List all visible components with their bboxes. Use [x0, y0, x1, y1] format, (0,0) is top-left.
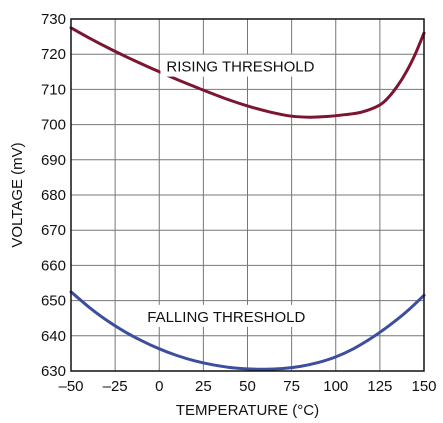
falling-threshold-label: FALLING THRESHOLD: [147, 309, 305, 326]
rising-threshold-line: [69, 26, 426, 119]
x-tick-label: 75: [283, 378, 300, 395]
falling-threshold-line: [69, 290, 426, 371]
y-tick-labels: 630 640 650 660 670 680 690 700 710 720 730: [41, 11, 66, 380]
rising-threshold-label: RISING THRESHOLD: [166, 59, 314, 76]
y-tick-label: 700: [41, 117, 66, 134]
y-axis-label: VOLTAGE (mV): [9, 142, 26, 247]
x-tick-label: –25: [103, 378, 128, 395]
annotation-background: [160, 54, 321, 77]
series-layer: [69, 26, 426, 371]
y-tick-label: 730: [41, 11, 66, 28]
x-tick-label: 0: [155, 378, 163, 395]
y-tick-label: 690: [41, 152, 66, 169]
x-tick-labels: –50 –25 0 25 50 75 100 125 150: [58, 378, 436, 395]
y-tick-label: 710: [41, 81, 66, 98]
y-tick-label: 640: [41, 328, 66, 345]
y-tick-label: 630: [41, 363, 66, 380]
x-axis-label: TEMPERATURE (°C): [176, 402, 319, 419]
annotation-background: [142, 304, 311, 327]
y-tick-label: 680: [41, 187, 66, 204]
plot-frame: [70, 18, 425, 372]
x-tick-label: –50: [58, 378, 83, 395]
x-tick-label: 125: [367, 378, 392, 395]
y-tick-label: 720: [41, 46, 66, 63]
x-tick-label: 150: [411, 378, 436, 395]
y-tick-label: 650: [41, 293, 66, 310]
annotations: RISING THRESHOLD FALLING THRESHOLD: [142, 54, 321, 327]
y-tick-label: 670: [41, 222, 66, 239]
x-tick-label: 25: [195, 378, 212, 395]
y-tick-label: 660: [41, 257, 66, 274]
x-tick-label: 50: [239, 378, 256, 395]
x-tick-label: 100: [323, 378, 348, 395]
